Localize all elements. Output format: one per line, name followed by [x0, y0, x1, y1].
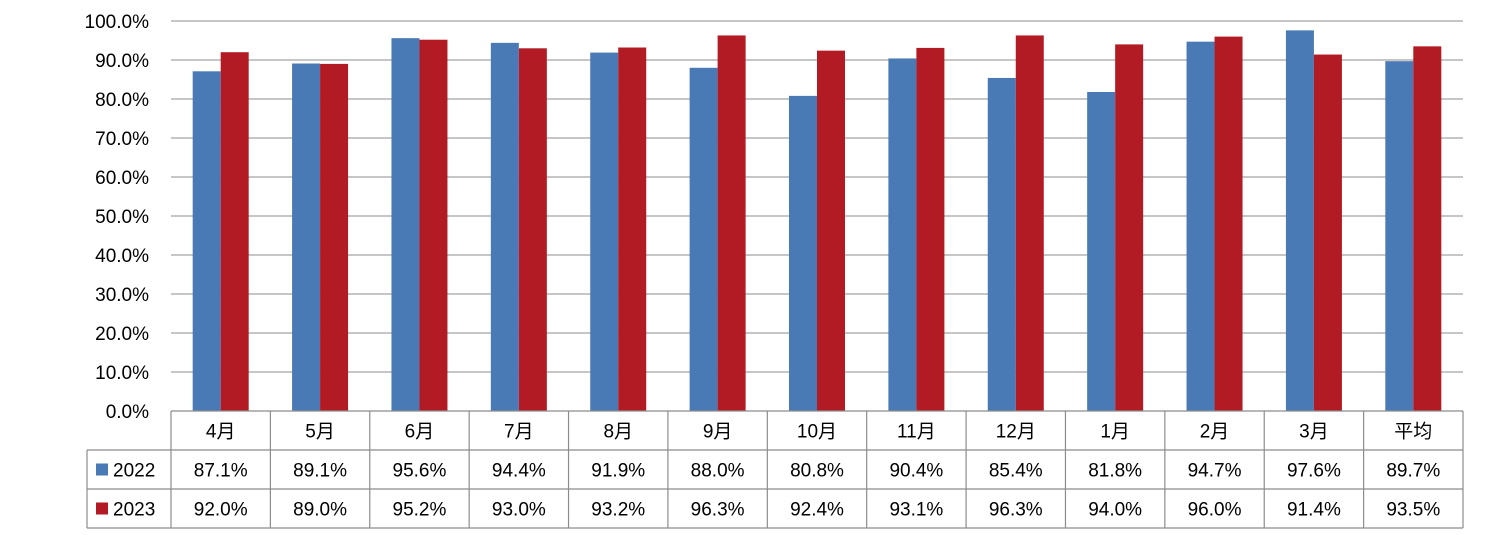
data-label-2022: 91.9%	[591, 461, 645, 482]
data-label-2022: 97.6%	[1287, 461, 1341, 482]
data-label-2023: 96.0%	[1188, 500, 1242, 521]
bar-2022	[1285, 30, 1314, 412]
bar-2023	[1015, 35, 1044, 412]
data-label-2022: 94.7%	[1188, 461, 1242, 482]
x-tick-label: 平均	[1394, 421, 1432, 443]
data-label-2022: 89.7%	[1386, 461, 1440, 482]
bar-2023	[220, 52, 249, 411]
y-tick-label: 40.0%	[95, 246, 149, 267]
legend-swatch-2022	[96, 463, 108, 476]
data-label-2023: 92.0%	[194, 500, 248, 521]
bar-2023	[817, 50, 845, 411]
data-label-2022: 81.8%	[1088, 461, 1142, 482]
bar-2023	[1214, 36, 1243, 411]
bars	[192, 30, 1442, 412]
bar-2023	[419, 39, 448, 411]
bar-2023	[518, 48, 547, 412]
data-label-2023: 93.0%	[492, 500, 546, 521]
bar-2022	[490, 42, 519, 412]
bar-2022	[590, 52, 619, 412]
y-tick-label: 50.0%	[95, 207, 149, 228]
x-tick-label: 4月	[206, 422, 236, 443]
y-axis-tick-labels: 0.0% 10.0% 20.0% 30.0% 40.0% 50.0% 60.0% 70.0% 8…	[85, 12, 150, 423]
data-label-2023: 93.1%	[889, 500, 943, 521]
y-tick-label: 80.0%	[95, 90, 149, 111]
bar-2022	[292, 63, 321, 411]
data-label-2023: 96.3%	[989, 500, 1043, 521]
bar-2023	[1115, 44, 1144, 412]
bar-2022	[888, 58, 917, 411]
y-tick-label: 100.0%	[85, 12, 150, 33]
data-label-2023: 91.4%	[1287, 500, 1341, 521]
data-label-2022: 94.4%	[492, 461, 546, 482]
bar-2022	[789, 95, 817, 411]
bar-2022	[1385, 61, 1414, 412]
data-label-2022: 87.1%	[194, 461, 248, 482]
bar-2022	[192, 71, 221, 411]
bar-2023	[320, 63, 349, 412]
x-tick-label: 11月	[897, 422, 936, 443]
x-tick-label: 5月	[305, 422, 335, 443]
data-label-2022: 89.1%	[293, 461, 347, 482]
x-tick-label: 3月	[1299, 422, 1329, 443]
y-tick-label: 20.0%	[95, 324, 149, 345]
bar-2023	[1413, 46, 1442, 411]
bar-2022	[987, 77, 1016, 411]
data-label-2023: 95.2%	[393, 500, 447, 521]
x-tick-label: 6月	[405, 422, 435, 443]
x-tick-label: 12月	[996, 422, 1036, 443]
data-label-2023: 92.4%	[790, 500, 844, 521]
data-label-2023: 93.2%	[591, 500, 645, 521]
y-tick-label: 70.0%	[95, 129, 149, 150]
bar-2023	[618, 47, 647, 412]
data-label-2022: 88.0%	[691, 461, 745, 482]
bar-2022	[1087, 91, 1116, 411]
data-label-2023: 89.0%	[293, 500, 347, 521]
data-label-2022: 80.8%	[790, 461, 844, 482]
x-tick-label: 7月	[504, 422, 534, 443]
bar-2023	[717, 35, 746, 412]
data-label-2022: 90.4%	[889, 461, 943, 482]
y-tick-label: 0.0%	[106, 402, 149, 423]
data-label-2023: 94.0%	[1088, 500, 1142, 521]
bar-2022	[689, 67, 718, 412]
bar-2023	[1313, 54, 1342, 411]
data-label-2023: 93.5%	[1386, 500, 1440, 521]
bar-2023	[916, 47, 945, 411]
legend-label-2023: 2023	[113, 500, 155, 521]
y-tick-label: 90.0%	[95, 51, 149, 72]
legend-swatch-2023	[96, 502, 108, 515]
x-tick-label: 10月	[797, 422, 837, 443]
x-tick-label: 8月	[603, 422, 633, 443]
bar-2022	[391, 38, 420, 411]
x-tick-label: 9月	[703, 422, 733, 443]
y-tick-label: 10.0%	[95, 363, 149, 384]
legend-label-2022: 2022	[113, 461, 155, 482]
data-table: 4月 5月 6月 7月 8月 9月 10月 11月 12月 1月 2月 3月 平均 2022 87.1% 89…	[86, 410, 1464, 529]
x-tick-label: 1月	[1100, 422, 1130, 443]
y-tick-label: 30.0%	[95, 285, 149, 306]
x-tick-label: 2月	[1200, 422, 1230, 443]
y-tick-label: 60.0%	[95, 168, 149, 189]
data-label-2022: 85.4%	[989, 461, 1043, 482]
data-label-2023: 96.3%	[691, 500, 745, 521]
data-label-2022: 95.6%	[393, 461, 447, 482]
bar-2022	[1186, 41, 1215, 412]
